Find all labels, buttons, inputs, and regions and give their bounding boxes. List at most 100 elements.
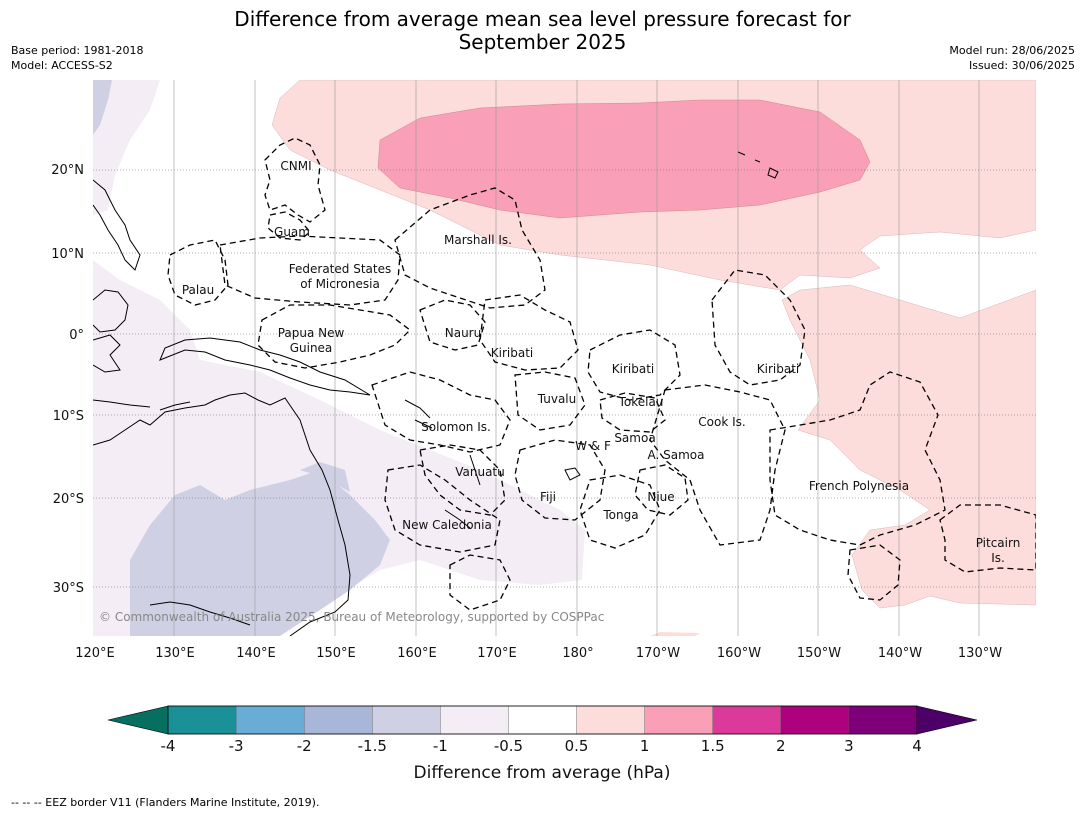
colorbar-tick-4: -1 [433,737,448,755]
colorbar-bin-5 [508,705,578,735]
colorbar-frame [167,705,918,735]
eez-tuvalu [514,371,586,431]
lat-label-5: 30°S [53,581,84,596]
eez-tokelau [599,392,666,433]
label-fsm-2: of Micronesia [300,277,380,291]
lon-label-3: 150°E [316,646,356,661]
colorbar-bins [167,705,918,735]
fiji-islands [564,467,581,481]
indonesia-islands [93,399,191,411]
new-caledonia-island [444,509,471,529]
vanuatu-islands [469,454,481,486]
region-labels: CNMI Guam Marshall Is. Federated States … [182,159,1020,565]
base-period: Base period: 1981-2018 [11,44,144,57]
label-solomon: Solomon Is. [421,420,491,434]
colorbar-bin-8 [712,705,782,735]
label-tonga: Tonga [602,508,638,522]
anomaly-pink-south [650,632,700,636]
lon-label-2: 140°E [236,646,276,661]
eez-legend: -- -- -- EEZ border V11 (Flanders Marine… [11,796,320,809]
eez-pitcairn [939,504,1036,573]
colorbar-bin-3 [372,705,442,735]
lon-label-4: 160°E [397,646,437,661]
label-palau: Palau [182,283,214,297]
lon-label-5: 170°E [477,646,517,661]
model-name: Model: ACCESS-S2 [11,59,113,72]
eez-kiribati-w [479,294,579,371]
colorbar-tick-8: 1.5 [701,737,725,755]
label-american-samoa: A. Samoa [648,448,705,462]
nz-north-tip [149,601,251,626]
eez-cook [649,384,786,546]
colorbar-tick-11: 4 [912,737,922,755]
lon-label-7: 170°W [636,646,680,661]
lat-label-2: 0° [69,328,84,343]
colorbar-tick-10: 3 [844,737,854,755]
eez-nauru [419,299,486,351]
hawaii-islands [737,151,779,179]
eez-kiribati-e [711,269,806,386]
label-png-2: Guinea [290,341,333,355]
label-fsm-1: Federated States [289,262,391,276]
label-guam: Guam [274,225,310,239]
colorbar-title: Difference from average (hPa) [414,763,671,783]
colorbar-bin-7 [644,705,714,735]
label-nauru: Nauru [445,326,481,340]
label-vanuatu: Vanuatu [455,465,505,479]
graticule-lat [93,169,1036,588]
lon-axis: 120°E 130°E 140°E 150°E 160°E 170°E 180°… [75,646,1002,661]
title-line-1: Difference from average mean sea level p… [234,7,851,31]
new-guinea-coast [159,337,371,396]
lat-label-3: 10°S [53,409,84,424]
lat-axis: 20°N 10°N 0° 10°S 20°S 30°S [51,163,84,596]
colorbar: -4 -3 -2 -1.5 -1 -0.5 0.5 1 1.5 2 3 4 Difference fr… [107,705,978,783]
lat-label-4: 20°S [53,492,84,507]
eez-png [257,304,411,369]
map-panel: CNMI Guam Marshall Is. Federated States … [93,80,1036,636]
lon-label-1: 130°E [155,646,195,661]
label-wf: W & F [575,439,611,453]
lon-label-9: 150°W [797,646,841,661]
label-tuvalu: Tuvalu [537,392,577,406]
lon-label-11: 130°W [958,646,1002,661]
eez-marshall [394,187,546,309]
label-cnmi: CNMI [280,159,311,173]
colorbar-tick-1: -3 [229,737,244,755]
eez-kermadec-east [847,544,901,601]
anomaly-mid-pink [377,99,871,219]
colorbar-under-arrow [107,705,169,735]
anomaly-blue-lilac-north [93,80,112,135]
model-run: Model run: 28/06/2025 [949,44,1075,57]
issued-date: Issued: 30/06/2025 [968,59,1075,72]
label-kiribati-west: Kiribati [491,346,533,360]
lon-label-0: 120°E [75,646,115,661]
sulawesi-coast [93,334,121,373]
label-fiji: Fiji [540,490,556,504]
solomon-islands [404,399,433,429]
lon-label-8: 160°W [717,646,761,661]
label-kiribati-central: Kiribati [612,362,654,376]
anomaly-light-pink-east [781,284,1036,609]
colorbar-bin-4 [440,705,510,735]
label-cook: Cook Is. [698,415,745,429]
eez-kiribati-c [587,329,681,401]
label-kiribati-east: Kiribati [757,362,799,376]
lon-label-10: 140°W [878,646,922,661]
meta-right: Model run: 28/06/2025 Issued: 30/06/2025 [949,43,1075,73]
meta-left: Base period: 1981-2018 Model: ACCESS-S2 [11,43,143,73]
colorbar-tick-0: -4 [161,737,176,755]
colorbar-bin-6 [576,705,646,735]
label-tokelau: Tokelau [618,395,664,409]
colorbar-tick-2: -2 [297,737,312,755]
lon-label-6: 180° [562,646,593,661]
eez-borders [167,137,1036,611]
lat-label-1: 10°N [51,247,84,262]
eez-french-polynesia [769,371,946,546]
label-niue: Niue [647,490,674,504]
colorbar-tick-7: 1 [640,737,650,755]
label-pitcairn-2: Is. [991,551,1005,565]
copyright-notice: © Commonwealth of Australia 2025, Bureau… [99,610,604,624]
eez-palau [167,239,229,306]
colorbar-tick-3: -1.5 [358,737,387,755]
